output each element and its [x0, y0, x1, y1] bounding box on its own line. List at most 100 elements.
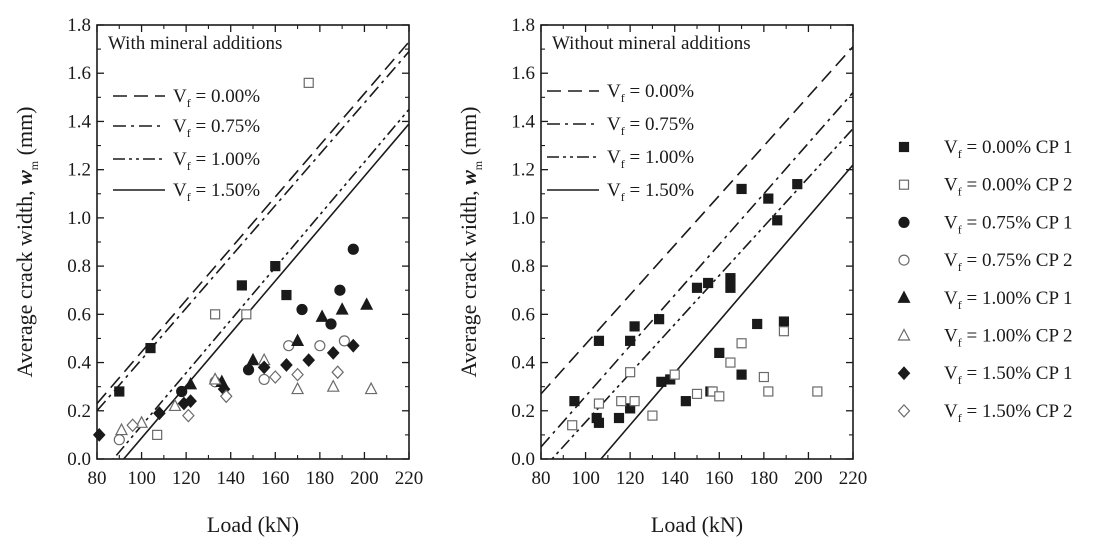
chart-panel-2: 80 100 120 140 160 180 200 220 0.0 0.2 0.4 0.6 0.8 1.… — [456, 15, 867, 537]
data-point-square-open — [616, 396, 627, 407]
line-legend-label: Vf = 1.00% — [607, 147, 694, 171]
data-point-square-open — [567, 420, 578, 431]
legend-entry-label: Vf = 1.00% CP 2 — [944, 326, 1073, 350]
data-point-square-open — [763, 386, 774, 397]
x-tick-label: 220 — [839, 468, 868, 489]
data-point-square-filled — [613, 412, 625, 424]
data-point-square-open — [725, 357, 736, 368]
data-point-triangle-filled — [291, 333, 305, 346]
data-point-circle-filled — [296, 303, 308, 316]
line-legend-label: Vf = 0.00% — [607, 81, 694, 105]
data-point-square-filled — [281, 289, 292, 301]
fit-line-4 — [599, 164, 853, 459]
x-tick-label: 100 — [571, 468, 600, 489]
data-point-square-filled — [654, 314, 665, 325]
chart-panel-1: 80 100 120 140 160 180 200 220 0.0 0.2 0.4 0.6 0.8 1.… — [12, 15, 423, 537]
data-point-square-open — [669, 369, 680, 380]
x-tick-label: 220 — [395, 468, 424, 489]
line-legend-label: Vf = 0.75% — [607, 114, 694, 138]
data-point-square-filled — [593, 417, 605, 428]
y-axis-title: Average crack width, wm (mm) — [12, 106, 41, 377]
legend-marker-square-filled — [898, 141, 910, 153]
data-point-square-filled — [114, 386, 125, 397]
data-point-circle-open — [258, 373, 270, 386]
line-legend-label: Vf = 1.50% — [607, 180, 694, 204]
legend-entry-label: Vf = 0.75% CP 1 — [944, 212, 1073, 236]
data-point-square-filled — [752, 318, 763, 330]
data-point-square-open — [629, 396, 640, 407]
x-tick-label: 80 — [532, 468, 551, 489]
data-point-square-filled — [714, 347, 725, 359]
y-tick-label: 0.8 — [511, 256, 535, 277]
marker-legend: Vf = 0.00% CP 1 Vf = 0.00% CP 2 Vf = 0.75%… — [897, 137, 1073, 425]
data-point-triangle-open — [208, 372, 222, 385]
x-tick-label: 160 — [705, 468, 734, 489]
data-point-triangle-open — [364, 381, 378, 395]
line-legend-label: Vf = 0.00% — [173, 86, 260, 110]
data-point-circle-filled — [242, 364, 255, 376]
data-point-square-filled — [656, 376, 667, 387]
x-tick-label: 180 — [750, 468, 779, 489]
data-point-square-filled — [625, 335, 636, 346]
y-tick-label: 0.2 — [511, 401, 535, 422]
data-point-triangle-open — [115, 422, 129, 436]
data-point-diamond-filled — [184, 394, 197, 409]
x-axis-title: Load (kN) — [207, 512, 299, 537]
y-tick-label: 1.6 — [67, 63, 91, 84]
y-tick-label: 0.6 — [67, 304, 91, 325]
x-tick-label: 160 — [261, 468, 290, 489]
data-point-diamond-open — [219, 389, 233, 404]
y-tick-label: 0.2 — [67, 401, 91, 422]
data-point-triangle-filled — [184, 376, 198, 390]
data-point-diamond-open — [182, 408, 195, 423]
y-tick-label: 1.8 — [511, 15, 535, 36]
legend-marker-triangle-filled — [897, 290, 911, 303]
data-point-diamond-filled — [257, 360, 271, 375]
y-tick-label: 1.2 — [67, 160, 91, 181]
data-point-square-open — [691, 388, 703, 399]
y-tick-label: 1.4 — [67, 111, 91, 132]
data-point-square-open — [812, 386, 823, 397]
data-point-diamond-filled — [302, 353, 316, 368]
fit-line-4 — [122, 123, 409, 459]
fit-line-2 — [541, 91, 853, 448]
data-point-diamond-filled — [326, 346, 340, 360]
data-point-square-filled — [680, 396, 691, 407]
legend-entry-label: Vf = 0.75% CP 2 — [944, 250, 1073, 274]
data-point-diamond-open — [291, 367, 304, 382]
legend-marker-circle-filled — [898, 216, 910, 228]
y-tick-label: 1.6 — [511, 63, 535, 84]
data-point-square-filled — [629, 321, 640, 332]
data-point-square-open — [758, 371, 769, 383]
y-tick-label: 0.4 — [67, 353, 91, 374]
data-point-square-filled — [236, 280, 247, 291]
data-point-circle-filled — [176, 385, 188, 398]
data-point-circle-filled — [347, 243, 359, 255]
data-point-square-open — [714, 391, 725, 402]
data-point-square-open — [778, 326, 790, 337]
legend-marker-triangle-open — [897, 328, 911, 341]
line-legend-label: Vf = 1.50% — [173, 180, 260, 204]
data-point-square-filled — [145, 342, 156, 354]
line-legend-label: Vf = 1.00% — [173, 149, 260, 173]
data-point-triangle-filled — [246, 352, 260, 366]
x-tick-label: 120 — [616, 468, 645, 489]
data-point-circle-open — [338, 335, 350, 347]
data-point-circle-filled — [325, 318, 337, 330]
y-tick-label: 1.2 — [511, 160, 535, 181]
data-points — [92, 77, 378, 446]
data-points — [567, 179, 823, 431]
data-point-circle-open — [314, 340, 326, 352]
data-point-square-open — [303, 77, 314, 88]
x-axis-title: Load (kN) — [651, 512, 743, 537]
legend-entry-label: Vf = 1.50% CP 2 — [944, 401, 1073, 425]
data-point-diamond-open — [331, 365, 344, 380]
data-point-diamond-filled — [280, 358, 293, 372]
data-point-square-filled — [778, 316, 790, 327]
data-point-circle-filled — [334, 284, 346, 296]
data-point-triangle-filled — [360, 297, 374, 310]
legend-entry-label: Vf = 1.00% CP 1 — [944, 288, 1073, 312]
fit-line-1 — [97, 41, 409, 405]
data-point-square-filled — [736, 369, 747, 380]
